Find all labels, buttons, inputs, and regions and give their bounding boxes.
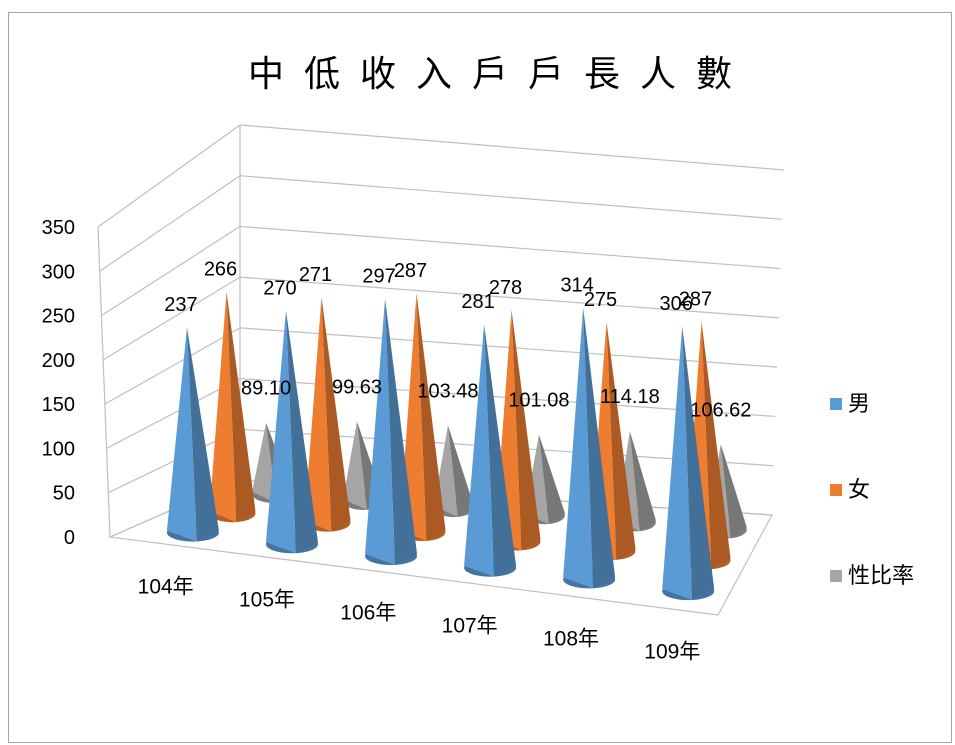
legend-swatch-1 xyxy=(830,484,842,496)
cone-face-side xyxy=(701,321,731,570)
data-label: 297 xyxy=(362,266,395,288)
y-tick-label: 100 xyxy=(42,438,75,460)
x-tick-label: 108年 xyxy=(543,628,599,651)
data-label: 287 xyxy=(394,260,427,282)
data-label: 306 xyxy=(660,293,693,315)
data-label: 89.10 xyxy=(241,378,291,400)
x-tick-label: 107年 xyxy=(442,615,498,638)
y-tick-label: 200 xyxy=(42,350,75,372)
cone-男-105年 xyxy=(265,310,318,554)
data-label: 287 xyxy=(679,288,712,310)
data-label: 281 xyxy=(461,291,494,313)
cone-男-107年 xyxy=(464,324,517,577)
cone-face-side xyxy=(447,425,474,518)
cone-男-109年 xyxy=(662,325,715,601)
back-gridline xyxy=(239,124,785,171)
data-label: 275 xyxy=(584,289,617,311)
back-gridline xyxy=(239,175,783,220)
data-label: 314 xyxy=(560,274,593,296)
data-label: 99.63 xyxy=(332,376,382,398)
side-gridline xyxy=(102,276,241,361)
cone-face-side xyxy=(682,325,715,601)
y-axis: 0 50 100 150 200 250 300 350 xyxy=(42,217,75,549)
data-label: 266 xyxy=(204,259,237,281)
y-tick-label: 350 xyxy=(42,217,75,239)
cone-face-front xyxy=(343,421,368,510)
cone-face-front xyxy=(563,307,594,589)
cone-face-front xyxy=(166,327,197,542)
cone-男-104年 xyxy=(166,327,219,542)
y-tick-label: 150 xyxy=(42,394,75,416)
chart-title: 中低收入戶戶長人數 xyxy=(248,54,752,95)
data-label: 101.08 xyxy=(508,389,569,411)
cone-face-side xyxy=(511,310,541,551)
cone-face-side xyxy=(285,310,318,554)
cone-男-106年 xyxy=(365,298,418,566)
side-gridline xyxy=(101,225,241,317)
cone-face-side xyxy=(538,434,565,525)
legend-swatch-2 xyxy=(830,570,842,582)
y-tick-label: 300 xyxy=(42,261,75,283)
legend-label-2: 性比率 xyxy=(848,564,914,589)
back-gridline xyxy=(239,225,781,270)
y-tick-label: 0 xyxy=(64,527,75,549)
data-label: 278 xyxy=(489,277,522,299)
x-tick-label: 105年 xyxy=(239,589,295,612)
cone-face-side xyxy=(720,444,747,539)
x-tick-label: 109年 xyxy=(644,641,700,664)
cone-face-side xyxy=(583,307,616,589)
y-tick-label: 250 xyxy=(42,306,75,328)
legend-swatch-0 xyxy=(830,398,842,410)
cone-face-side xyxy=(385,298,418,566)
data-label: 270 xyxy=(263,277,296,299)
back-gridline xyxy=(239,276,779,319)
cone-face-front xyxy=(209,291,237,523)
x-axis: 104年 105年 106年 107年 108年 109年 xyxy=(138,576,701,664)
x-tick-label: 104年 xyxy=(138,576,194,599)
y-tick-label: 50 xyxy=(53,483,75,505)
data-labels: 89.10 99.63 103.48 101.08 114.18 106.62 266 271… xyxy=(164,259,751,422)
side-gridline xyxy=(106,378,241,449)
cone-face-front xyxy=(252,422,277,503)
cone-face-front xyxy=(662,325,693,601)
cone-series xyxy=(166,291,747,601)
legend-label-0: 男 xyxy=(848,392,870,417)
cone-face-side xyxy=(321,296,351,532)
data-label: 103.48 xyxy=(417,380,478,402)
cone-男-108年 xyxy=(563,307,616,589)
side-wall-edge xyxy=(97,226,111,538)
x-tick-label: 106年 xyxy=(340,602,396,625)
data-label: 237 xyxy=(164,294,197,316)
cone-face-side xyxy=(606,321,636,560)
cone-face-side xyxy=(226,291,256,523)
side-gridline xyxy=(99,175,241,272)
cone-face-side xyxy=(484,324,517,577)
legend-label-1: 女 xyxy=(848,478,870,503)
cone-face-side xyxy=(416,293,446,542)
data-label: 106.62 xyxy=(690,399,751,421)
side-gridline xyxy=(104,327,241,405)
cone-face-side xyxy=(186,327,219,542)
cone-face-side xyxy=(629,431,656,532)
cone-女-105年 xyxy=(304,296,351,532)
side-gridline xyxy=(97,124,241,228)
cone-face-front xyxy=(304,296,332,532)
cone-女-104年 xyxy=(209,291,256,523)
back-gridline xyxy=(239,327,778,368)
cone-face-front xyxy=(265,310,296,554)
data-label: 271 xyxy=(299,264,332,286)
data-label: 114.18 xyxy=(600,386,660,408)
